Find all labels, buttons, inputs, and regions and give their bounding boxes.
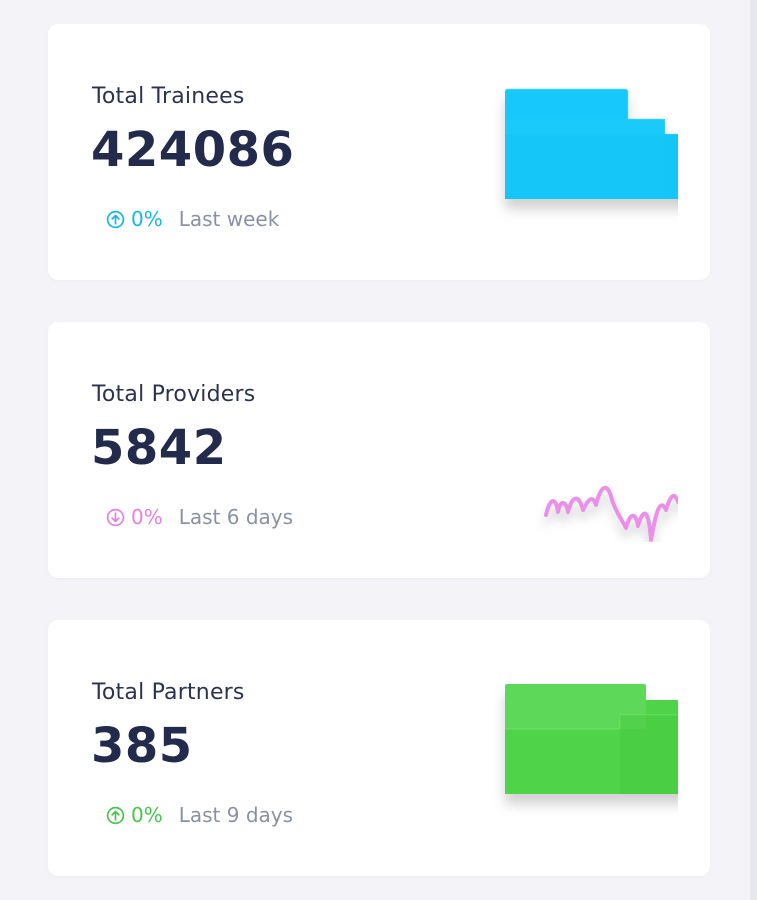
stat-card-period: Last 6 days — [178, 505, 294, 529]
stat-card-period: Last week — [178, 207, 280, 231]
stat-card-change: 0% — [131, 505, 163, 529]
stat-card-delta: 0% Last 9 days — [106, 803, 293, 827]
providers-sparkline — [544, 485, 678, 542]
stat-card-delta: 0% Last 6 days — [106, 505, 293, 529]
stat-card-partners: Total Partners 385 0% Last 9 days — [48, 620, 710, 876]
stat-card-period: Last 9 days — [178, 803, 294, 827]
arrow-up-circle-icon — [106, 210, 125, 228]
stat-card-title: Total Partners — [92, 680, 245, 705]
stat-card-change: 0% — [131, 207, 163, 231]
trainees-sparkline — [504, 88, 678, 199]
stat-card-value: 385 — [91, 718, 193, 774]
stat-card-delta: 0% Last week — [106, 207, 279, 231]
stat-card-title: Total Trainees — [92, 84, 245, 109]
scrollbar-track[interactable] — [750, 0, 757, 900]
stat-card-value: 5842 — [91, 420, 227, 476]
arrow-up-circle-icon — [106, 806, 125, 824]
stat-card-trainees: Total Trainees 424086 0% Last week — [48, 24, 710, 280]
stat-card-change: 0% — [131, 803, 163, 827]
stat-card-value: 424086 — [91, 122, 295, 178]
stat-card-providers: Total Providers 5842 0% Last 6 days — [48, 322, 710, 578]
stat-card-title: Total Providers — [92, 382, 256, 407]
arrow-down-circle-icon — [106, 508, 125, 526]
partners-sparkline — [505, 684, 678, 794]
